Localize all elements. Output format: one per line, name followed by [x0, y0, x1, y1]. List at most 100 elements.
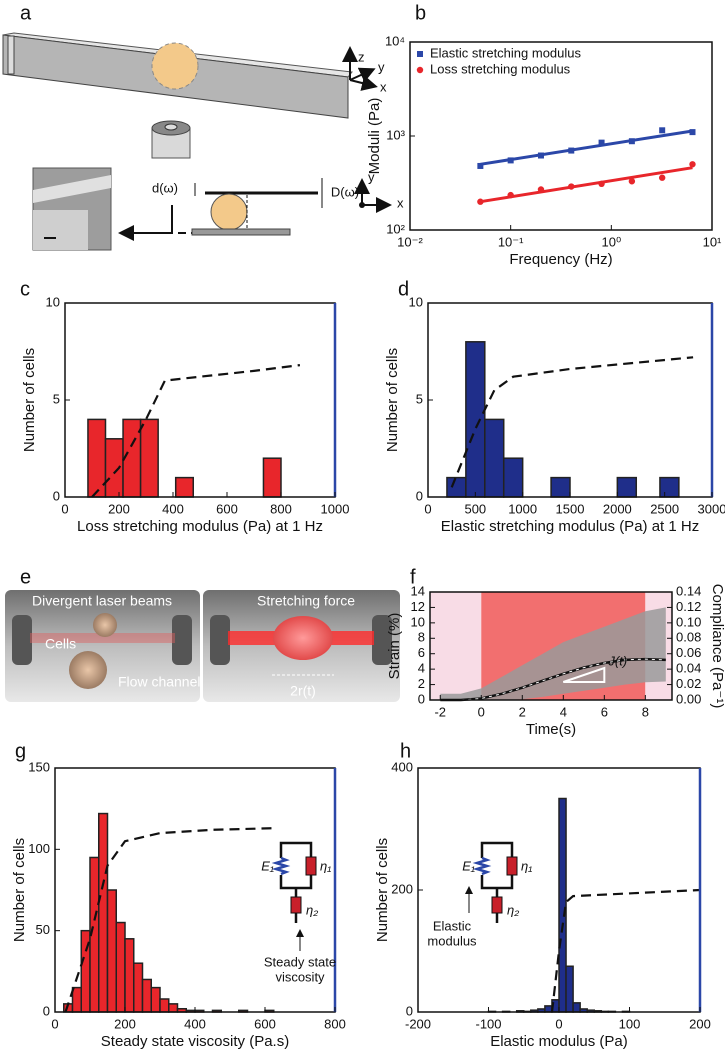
spring: [472, 856, 492, 876]
annotation: J(t): [607, 653, 627, 668]
image-label: Flow channel: [118, 674, 201, 690]
x-axis-label: Elastic modulus (Pa): [490, 1033, 628, 1050]
bar: [98, 812, 109, 1013]
fiber: [172, 615, 192, 665]
x-tick-label: 10⁻¹: [498, 234, 524, 249]
x-tick-label: 10¹: [703, 234, 722, 249]
y-tick-label: 6: [418, 645, 425, 660]
y2-tick-label: 0.00: [676, 691, 701, 706]
y-tick-label: 50: [36, 922, 50, 937]
fiber: [210, 615, 230, 665]
bar: [133, 962, 144, 1013]
image-label: Cells: [45, 636, 76, 652]
y2-tick-label: 0.12: [676, 599, 701, 614]
image-label: Divergent laser beams: [32, 593, 172, 609]
bar: [446, 476, 467, 498]
y-tick-label: 5: [53, 391, 60, 406]
dashpot: [491, 896, 503, 914]
panel-a: a z y x d(ω) D(ω) y x: [2, 2, 404, 251]
mean-dash: [440, 658, 666, 701]
x-tick-label: 2500: [650, 501, 679, 516]
y-tick-label: 0: [406, 1003, 413, 1018]
beam-end: [7, 35, 15, 75]
lens-eye: [164, 123, 178, 131]
laser: [30, 633, 175, 643]
axis-x: [349, 75, 378, 91]
spread-band: [440, 607, 666, 700]
x-tick-label: 2000: [603, 501, 632, 516]
point: [568, 147, 575, 154]
y2-tick-label: 0.08: [676, 630, 701, 645]
point: [568, 183, 575, 190]
image-label: 2r(t): [290, 683, 316, 699]
point: [507, 157, 514, 164]
y2-tick-label: 0.02: [676, 676, 701, 691]
y2-tick-label: 0.04: [676, 661, 701, 676]
legend-marker: [417, 51, 423, 57]
cell: [69, 651, 107, 689]
bar: [115, 921, 126, 1013]
fiber: [12, 615, 32, 665]
inset-note: Steady state: [264, 954, 336, 969]
axis-name: y: [368, 169, 375, 184]
x-tick-label: 6: [601, 704, 608, 719]
point: [477, 198, 484, 205]
x-tick-label: 200: [108, 501, 130, 516]
inset-label: E₁: [462, 858, 475, 873]
bar: [150, 986, 161, 1013]
legend-label: Loss stretching modulus: [430, 61, 571, 76]
bar: [168, 1003, 179, 1013]
x-tick-label: 800: [324, 1016, 346, 1031]
x-tick-label: 400: [184, 1016, 206, 1031]
dashpot: [506, 856, 518, 876]
bar: [71, 986, 82, 1013]
arrow: [118, 205, 173, 241]
fit-line: [480, 129, 693, 166]
y-tick-label: 0: [416, 488, 423, 503]
y-tick-label: 5: [416, 391, 423, 406]
y2-tick-label: 0.14: [676, 583, 701, 598]
bar: [87, 418, 107, 498]
bar: [544, 1005, 553, 1013]
circuit-wire: [480, 841, 514, 858]
x-tick-label: 4: [560, 704, 567, 719]
bar: [565, 965, 574, 1013]
y2-axis-label: Compliance (Pa⁻¹): [709, 584, 725, 709]
y-tick-label: 4: [418, 661, 425, 676]
y-axis-label: Number of cells: [11, 838, 28, 942]
inset-note: modulus: [427, 933, 477, 948]
y-tick-label: 0: [53, 488, 60, 503]
bar: [122, 418, 142, 498]
x-tick-label: 1000: [508, 501, 537, 516]
x-tick-label: 400: [162, 501, 184, 516]
point: [507, 191, 514, 199]
y2-tick-label: 0.10: [676, 614, 701, 629]
x-tick-label: -2: [434, 704, 446, 719]
axis-name: y: [378, 59, 385, 74]
bar: [465, 341, 486, 498]
bar: [262, 457, 282, 498]
x-tick-label: 10⁰: [601, 234, 621, 249]
x-tick-label: 800: [270, 501, 292, 516]
panel-letter: g: [15, 740, 26, 762]
bar: [106, 889, 117, 1013]
y-tick-label: 150: [28, 759, 50, 774]
axis-name: x: [380, 79, 387, 94]
x-tick-label: -200: [405, 1016, 431, 1031]
x-tick-label: 1000: [321, 501, 350, 516]
bar: [659, 476, 680, 498]
inset-label: η₁: [521, 858, 532, 873]
cdf-line: [550, 888, 701, 1013]
cdf-line: [64, 827, 274, 1013]
point: [628, 138, 635, 145]
bar: [550, 476, 571, 498]
bar: [139, 418, 159, 498]
axis-name: x: [397, 195, 404, 210]
bar: [174, 476, 194, 498]
bar: [141, 978, 152, 1013]
y-axis-label: Strain (%): [386, 613, 403, 680]
bar: [484, 418, 505, 498]
x-tick-label: 100: [619, 1016, 641, 1031]
y-tick-label: 10: [411, 614, 425, 629]
